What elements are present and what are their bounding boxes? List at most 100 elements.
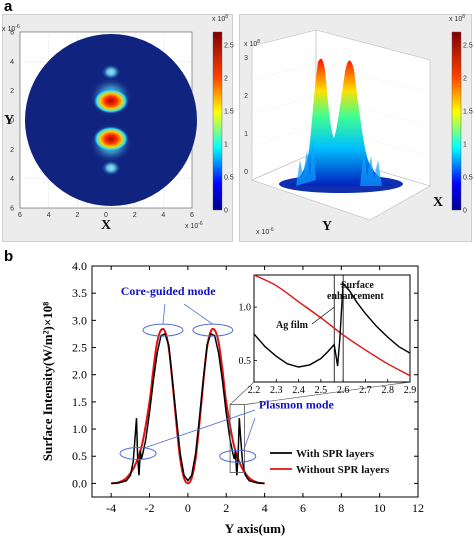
series-without-spr-line [111, 327, 265, 485]
field-map-colorbar-tick: 2 [224, 76, 228, 83]
surface-3d-colorbar-tick: 1.5 [463, 109, 473, 116]
x-tick-label: 2 [223, 501, 229, 515]
field-map-ytick: 2 [10, 147, 14, 154]
surface-3d-colorbar-tick: 0 [463, 208, 467, 215]
field-map-xtick: 4 [161, 212, 165, 219]
field-map-colorbar-tick: 0 [224, 208, 228, 215]
surface-3d-ylabel: Y [322, 219, 332, 234]
x-tick-label: 6 [300, 501, 306, 515]
field-map-exponent-top: x 10-6 [2, 24, 20, 33]
field-map-xtick: 2 [133, 212, 137, 219]
x-tick-label: 8 [338, 501, 344, 515]
field-lobe-top [101, 64, 121, 80]
surface-3d-colorbar-tick: 1 [463, 142, 467, 149]
zoom-connector-top [229, 381, 255, 405]
surface-3d-colorbar-tick: 2 [463, 76, 467, 83]
plasmon-pointer-right [243, 418, 256, 451]
field-map-ytick: 4 [10, 59, 14, 66]
surface-3d-ztick: 1 [244, 131, 248, 138]
field-lobe-bottom [101, 160, 121, 176]
panel-a-label: a [4, 0, 13, 15]
inset-without-spr-line [253, 274, 411, 377]
legend-without-spr-label: Without SPR layers [296, 464, 390, 476]
field-map-xtick: 0 [104, 212, 108, 219]
y-tick-label: 3.0 [72, 313, 87, 327]
series-with-spr-line [111, 332, 265, 485]
y-tick-label: 1.5 [72, 395, 87, 409]
plot-frame [91, 265, 419, 498]
field-map-xtick: 4 [47, 212, 51, 219]
inset-x-tick-label: 2.8 [381, 385, 394, 396]
inset-with-spr-line [253, 281, 411, 368]
inset-y-tick-label: 1.0 [239, 303, 252, 314]
inset-x-tick-label: 2.2 [248, 385, 261, 396]
inset-x-tick-label: 2.3 [270, 385, 283, 396]
zoom-connector-bottom [244, 381, 411, 405]
field-map-colorbar-tick: 2.5 [224, 43, 234, 50]
core-guided-pointer-right [183, 303, 214, 325]
inset-x-tick-label: 2.5 [315, 385, 328, 396]
plasmon-ellipse-left [119, 447, 157, 461]
field-map-xtick: 6 [190, 212, 194, 219]
y-tick-label: 0.5 [72, 449, 87, 463]
fiber-cross-section [25, 34, 197, 206]
surface-3d-peaks [288, 58, 394, 186]
field-map-xtick: 6 [18, 212, 22, 219]
surface-3d-ztick: 0 [244, 169, 248, 176]
plasmon-pointer-left [143, 409, 256, 449]
field-map-ytick: 4 [10, 176, 14, 183]
inset-x-tick-label: 2.7 [359, 385, 372, 396]
field-map-xlabel: X [101, 218, 111, 233]
x-tick-label: 12 [412, 501, 424, 515]
field-map-ytick: 6 [10, 206, 14, 213]
y-tick-label: 2.0 [72, 368, 87, 382]
surface-3d-colorbar-tick: 0.5 [463, 175, 473, 182]
plasmon-label: Plasmon mode [259, 397, 335, 411]
plasmon-ellipse-right [219, 449, 257, 463]
x-tick-label: 4 [262, 501, 268, 515]
field-map-colorbar-tick: 1 [224, 142, 228, 149]
inset-x-tick-label: 2.9 [404, 385, 417, 396]
x-tick-label: 10 [374, 501, 386, 515]
field-map-exponent-right: x 10-6 [185, 221, 203, 230]
surface-3d-exponent-bottom: x 10-6 [256, 227, 274, 236]
core-guided-pointer-left [162, 304, 166, 325]
inset-x-tick-label: 2.6 [337, 385, 350, 396]
legend-with-spr-label: With SPR layers [296, 448, 375, 460]
y-tick-label: 1.0 [72, 422, 87, 436]
surface-enhancement-label-1: Surface [341, 280, 374, 291]
surface-3d-ztick: 2 [244, 93, 248, 100]
inset-y-tick-label: 0.5 [239, 356, 252, 367]
surface-3d-side-spikes-right [360, 150, 382, 186]
field-map-ylabel: Y [4, 113, 14, 128]
surface-enhancement-label-2: enhancement [327, 291, 384, 302]
surface-3d-colorbar [451, 31, 462, 211]
surface-3d-ztick: 3 [244, 55, 248, 62]
y-tick-label: 2.5 [72, 341, 87, 355]
inset-frame [253, 274, 411, 383]
field-lobe-upper [93, 88, 129, 114]
surface-3d-xlabel: X [433, 195, 443, 210]
field-map-colorbar [212, 31, 223, 211]
field-map-ytick: 6 [10, 30, 14, 37]
x-tick-label: 0 [185, 501, 191, 515]
inset-x-tick-label: 2.4 [292, 385, 305, 396]
field-map-xtick: 2 [75, 212, 79, 219]
y-tick-label: 3.5 [72, 286, 87, 300]
field-map-colorbar-exponent: x 108 [212, 14, 228, 23]
field-map-colorbar-tick: 1.5 [224, 109, 234, 116]
ag-film-pointer [311, 306, 335, 325]
panel-b-label: b [4, 248, 14, 265]
surface-enhancement-pointer [339, 283, 346, 287]
field-map-colorbar-tick: 0.5 [224, 175, 234, 182]
y-tick-label: 0.0 [72, 476, 87, 490]
field-map-ytick: 0 [10, 118, 14, 125]
x-axis-label: Y axis(um) [225, 521, 286, 536]
field-map-ytick: 2 [10, 88, 14, 95]
field-lobe-lower [93, 126, 129, 152]
y-axis-label: Surface Intensity(W/m²)×10⁸ [40, 302, 55, 461]
surface-3d-side-spikes [296, 140, 316, 186]
